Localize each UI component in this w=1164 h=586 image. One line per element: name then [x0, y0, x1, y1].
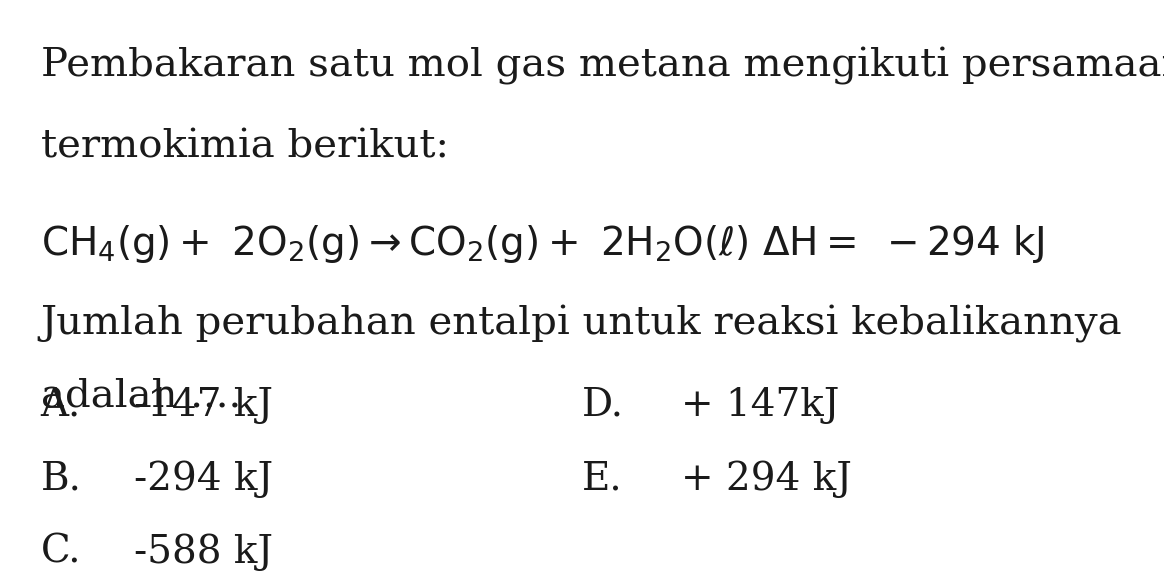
Text: B.: B.	[41, 460, 81, 497]
Text: -588 kJ: -588 kJ	[134, 533, 272, 571]
Text: Jumlah perubahan entalpi untuk reaksi kebalikannya: Jumlah perubahan entalpi untuk reaksi ke…	[41, 305, 1122, 343]
Text: adalah ....: adalah ....	[41, 378, 241, 415]
Text: -294 kJ: -294 kJ	[134, 460, 274, 498]
Text: + 147kJ: + 147kJ	[681, 387, 839, 424]
Text: + 294 kJ: + 294 kJ	[681, 460, 852, 498]
Text: C.: C.	[41, 533, 81, 570]
Text: Pembakaran satu mol gas metana mengikuti persamaan: Pembakaran satu mol gas metana mengikuti…	[41, 47, 1164, 85]
Text: A.: A.	[41, 387, 81, 424]
Text: -147 kJ: -147 kJ	[134, 387, 272, 424]
Text: termokimia berikut:: termokimia berikut:	[41, 129, 449, 166]
Text: E.: E.	[582, 460, 623, 497]
Text: $\mathrm{CH_4(g) + \ 2O_2(g) \rightarrow CO_2(g) + \ 2H_2O(\ell) \ \Delta H=\ -2: $\mathrm{CH_4(g) + \ 2O_2(g) \rightarrow…	[41, 223, 1044, 265]
Text: D.: D.	[582, 387, 624, 424]
